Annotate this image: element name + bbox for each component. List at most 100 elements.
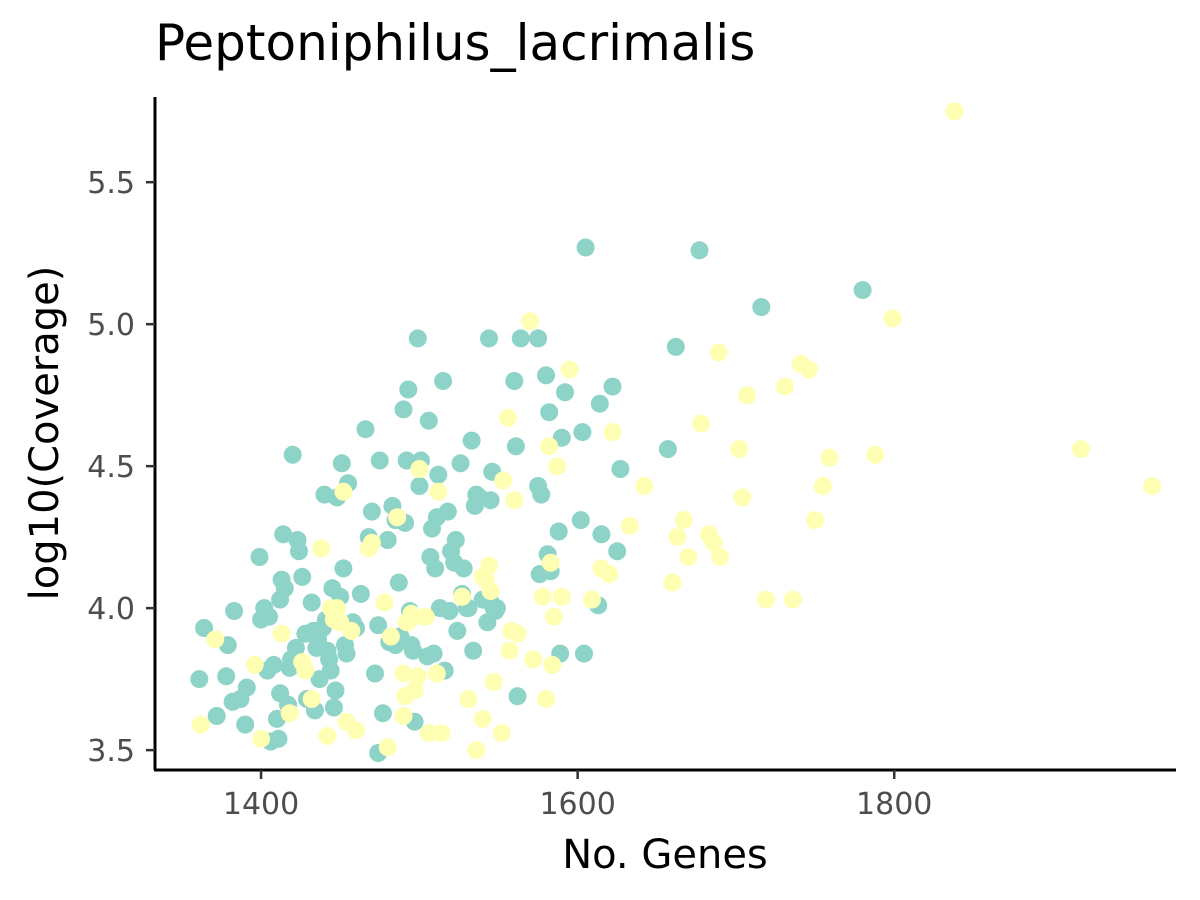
scatter-point [480,556,498,575]
scatter-point [286,638,305,657]
scatter-point [548,457,567,476]
scatter-point [467,741,486,760]
scatter-point [337,644,356,663]
scatter-point [191,715,210,734]
scatter-point [453,587,472,606]
scatter-point [269,729,288,748]
scatter-point [620,516,639,535]
y-tick-label: 5.0 [87,308,135,343]
scatter-point [370,451,389,470]
x-tick-label: 1400 [223,787,299,822]
scatter-point [419,724,438,743]
scatter-point [321,661,340,680]
scatter-point [272,624,291,643]
scatter-point [552,587,571,606]
scatter-point [799,360,818,379]
ticks-layer: 1400 1600 1800 3.5 4.0 4.5 5.0 5.5 [87,166,932,822]
scatter-point [635,477,654,495]
scatter-point [711,548,730,566]
scatter-point [508,687,527,706]
scatter-point [394,664,413,683]
scatter-point [334,559,353,578]
scatter-point [494,471,513,490]
scatter-point [275,579,294,598]
scatter-point [576,238,595,257]
scatter-point [399,380,418,399]
scatter-point [679,548,698,566]
scatter-point [573,423,592,442]
scatter-point [328,599,346,618]
scatter-point [424,644,443,663]
scatter-point [451,454,470,473]
scatter-point [190,670,209,689]
scatter-point [195,619,214,637]
scatter-point [666,337,685,356]
y-axis-title: log10(Coverage) [22,266,68,601]
scatter-point [783,590,802,609]
points-layer [190,102,1162,762]
scatter-point [481,491,500,510]
chart-title: Peptoniphilus_lacrimalis [155,14,756,72]
scatter-point [419,411,438,430]
scatter-point [690,241,709,260]
scatter-point [590,394,609,413]
scatter-point [264,655,283,674]
scatter-point [459,690,478,708]
scatter-point [366,664,384,683]
scatter-point [505,372,524,390]
x-tick-label: 1800 [856,787,932,822]
scatter-point [600,565,619,584]
scatter-point [206,630,225,649]
scatter-point [473,709,492,728]
scatter-point [389,573,408,592]
scatter-point [521,312,540,331]
scatter-point [373,704,392,723]
scatter-point [544,607,563,626]
scatter-point [945,102,964,121]
x-axis-title: No. Genes [562,832,768,878]
scatter-point [334,482,353,501]
scatter-point [806,511,825,530]
scatter-point [342,621,361,640]
scatter-point [250,548,269,566]
scatter-point [484,673,503,691]
scatter-point [505,491,524,510]
scatter-point [296,661,315,680]
scatter-point [388,508,407,527]
scatter-point [410,460,429,478]
scatter-point [500,641,519,660]
scatter-point [508,624,527,643]
scatter-point [730,440,749,459]
scatter-point [236,715,255,734]
scatter-point [603,423,622,442]
scatter-point [290,542,308,561]
scatter-point [668,528,687,547]
scatter-point [487,599,506,618]
scatter-point [225,602,244,620]
scatter-point [776,377,794,396]
scatter-point [556,383,574,402]
scatter-point [524,650,543,669]
scatter-point [217,667,236,686]
scatter-point [375,593,394,612]
scatter-point [402,604,421,623]
scatter-point [658,440,677,459]
scatter-point [408,667,427,686]
scatter-point [394,400,413,419]
scatter-point [532,485,551,504]
scatter-point [752,298,771,317]
scatter-point [394,707,413,725]
scatter-point [434,372,453,390]
scatter-point [814,477,832,495]
axes-layer [153,97,1176,772]
scatter-point [820,448,839,467]
scatter-point [866,445,885,464]
scatter-point [362,502,381,521]
scatter-point [537,690,555,708]
scatter-point [274,525,293,544]
scatter-point [429,482,448,501]
scatter-point [440,602,459,620]
scatter-point [540,437,559,456]
scatter-point [283,445,302,464]
scatter-point [663,573,682,592]
